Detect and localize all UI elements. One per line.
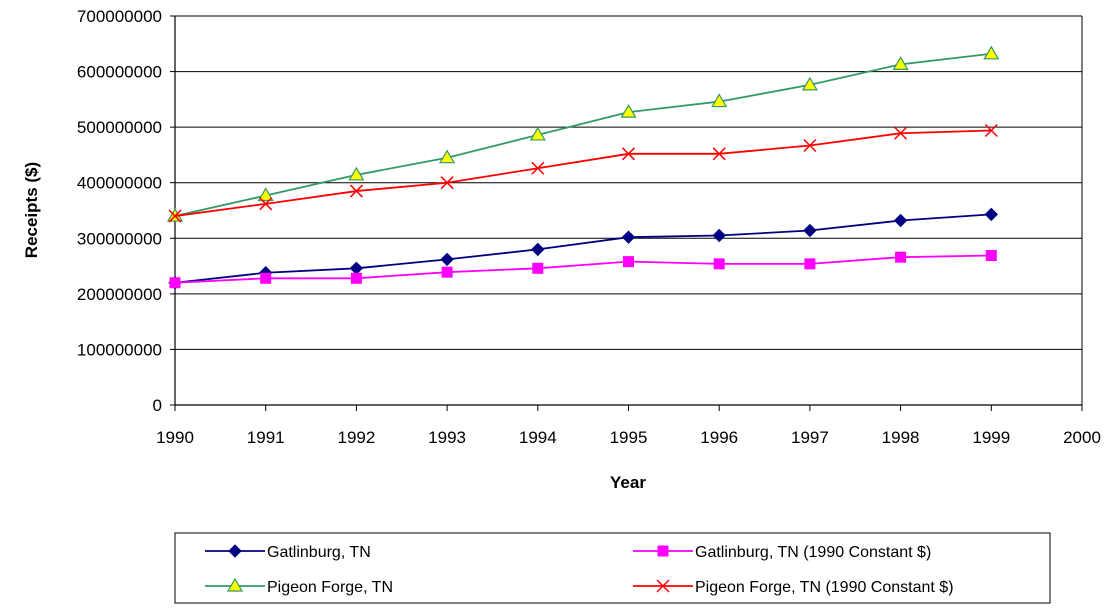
data-point-stroke: [168, 209, 182, 223]
data-point: [531, 242, 545, 257]
data-point-stroke: [984, 123, 998, 138]
data-point: [349, 184, 363, 198]
y-tick-label: 100000000: [77, 340, 162, 359]
data-point-stroke: [531, 161, 545, 175]
data-point: [260, 272, 272, 284]
data-point: [803, 223, 817, 238]
data-point: [894, 126, 908, 140]
data-point: [348, 166, 365, 181]
legend-entry: Pigeon Forge, TN (1990 Constant $): [633, 579, 954, 596]
y-tick-label: 200000000: [77, 285, 162, 304]
data-point: [168, 209, 182, 223]
data-point: [226, 577, 244, 592]
data-point: [621, 147, 636, 161]
data-point: [349, 261, 364, 276]
legend-label: Pigeon Forge, TN (1990 Constant $): [695, 579, 954, 596]
data-point-stroke: [656, 579, 670, 593]
y-tick-label: 500000000: [77, 118, 162, 137]
data-point: [529, 126, 546, 141]
legend-label: Gatlinburg, TN (1990 Constant $): [695, 544, 931, 561]
y-tick-labels: 0 100000000 200000000 300000000 400000000 500…: [77, 7, 162, 415]
x-tick-label: 1997: [791, 428, 829, 447]
series-group: [166, 45, 1000, 290]
data-point: [895, 251, 907, 263]
y-tick-label: 300000000: [77, 229, 162, 248]
y-tick-label: 600000000: [77, 63, 162, 82]
y-axis-title: Receipts ($): [22, 162, 41, 258]
y-tick-label: 700000000: [77, 7, 162, 26]
x-tick-labels: 1990 1991 1992 1993 1994 1995 1996 1997 1998 1999…: [156, 428, 1101, 447]
data-point: [712, 147, 726, 161]
x-tick-label: 1990: [156, 428, 194, 447]
data-point: [713, 258, 725, 270]
x-tick-label: 1994: [519, 428, 557, 447]
x-tick-label: 1992: [337, 428, 375, 447]
x-axis-title: Year: [610, 473, 646, 492]
data-point: [440, 176, 454, 190]
legend-entry: Pigeon Forge, TN: [205, 577, 393, 596]
data-point: [657, 545, 669, 557]
x-tick-label: 1995: [610, 428, 648, 447]
grid-lines: [175, 15, 1082, 350]
data-point-stroke: [894, 126, 908, 140]
legend-entry: Gatlinburg, TN: [205, 544, 371, 561]
x-tick-label: 1996: [700, 428, 738, 447]
data-point: [893, 213, 908, 228]
x-tick-label: 1993: [428, 428, 466, 447]
x-tick-label: 1999: [972, 428, 1010, 447]
x-tick-label: 1991: [247, 428, 285, 447]
series-line: [174, 213, 992, 284]
y-tick-label: 400000000: [77, 174, 162, 193]
data-point: [350, 272, 362, 284]
x-tick-label: 1998: [882, 428, 920, 447]
data-point: [257, 187, 274, 202]
data-point: [532, 262, 544, 274]
legend: Gatlinburg, TN Gatlinburg, TN (1990 Const…: [174, 532, 1051, 604]
series-1: [169, 250, 997, 289]
data-point: [169, 277, 181, 289]
series-line: [174, 254, 992, 284]
data-point: [712, 228, 726, 243]
series-line: [174, 52, 992, 217]
data-point: [983, 45, 1000, 60]
data-point: [984, 207, 999, 222]
data-point: [801, 76, 818, 91]
axes: [170, 15, 1083, 411]
data-point-stroke: [440, 176, 454, 190]
data-point: [440, 252, 454, 267]
data-point: [259, 197, 273, 211]
series-2: [166, 45, 1000, 222]
data-point-stroke: [349, 184, 363, 198]
legend-box: [174, 532, 1051, 604]
data-point: [531, 161, 545, 175]
data-point: [656, 579, 670, 593]
data-point-stroke: [621, 147, 636, 161]
x-tick-label: 2000: [1063, 428, 1101, 447]
legend-label: Gatlinburg, TN: [267, 544, 371, 561]
data-point: [985, 250, 997, 262]
data-point: [620, 103, 637, 118]
data-point: [441, 266, 453, 278]
series-3: [168, 123, 998, 223]
data-point: [439, 149, 456, 164]
y-tick-label: 0: [153, 396, 162, 415]
data-point: [804, 258, 816, 270]
data-point-stroke: [259, 197, 273, 211]
data-point-stroke: [803, 138, 817, 153]
data-point: [803, 138, 817, 153]
data-point: [711, 93, 728, 108]
data-point: [623, 256, 634, 268]
data-point: [228, 544, 242, 558]
legend-label: Pigeon Forge, TN: [267, 579, 393, 596]
series-line: [174, 129, 992, 217]
data-point-stroke: [712, 147, 726, 161]
data-point: [621, 230, 636, 244]
data-point: [984, 123, 998, 138]
series-0: [168, 207, 999, 290]
data-point: [892, 56, 909, 70]
legend-entry: Gatlinburg, TN (1990 Constant $): [633, 544, 931, 561]
